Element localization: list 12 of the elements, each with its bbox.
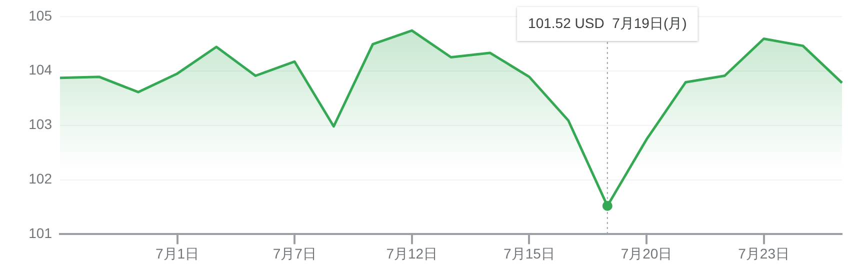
y-tick-label: 105 <box>28 7 52 24</box>
y-tick-label: 104 <box>28 62 52 78</box>
x-tick-label: 7月20日 <box>620 245 672 262</box>
x-tick-label: 7月15日 <box>504 245 555 262</box>
x-tick-label: 7月1日 <box>156 245 200 262</box>
y-tick-label: 101 <box>28 225 52 242</box>
x-tick-label: 7月23日 <box>738 245 790 262</box>
y-tick-label: 102 <box>28 170 52 187</box>
x-tick-label: 7月12日 <box>386 245 438 262</box>
y-tick-label: 103 <box>28 116 52 132</box>
x-tick-label: 7月7日 <box>272 245 316 262</box>
annotation: 101.52 USD 7月19日(月) <box>528 14 687 31</box>
